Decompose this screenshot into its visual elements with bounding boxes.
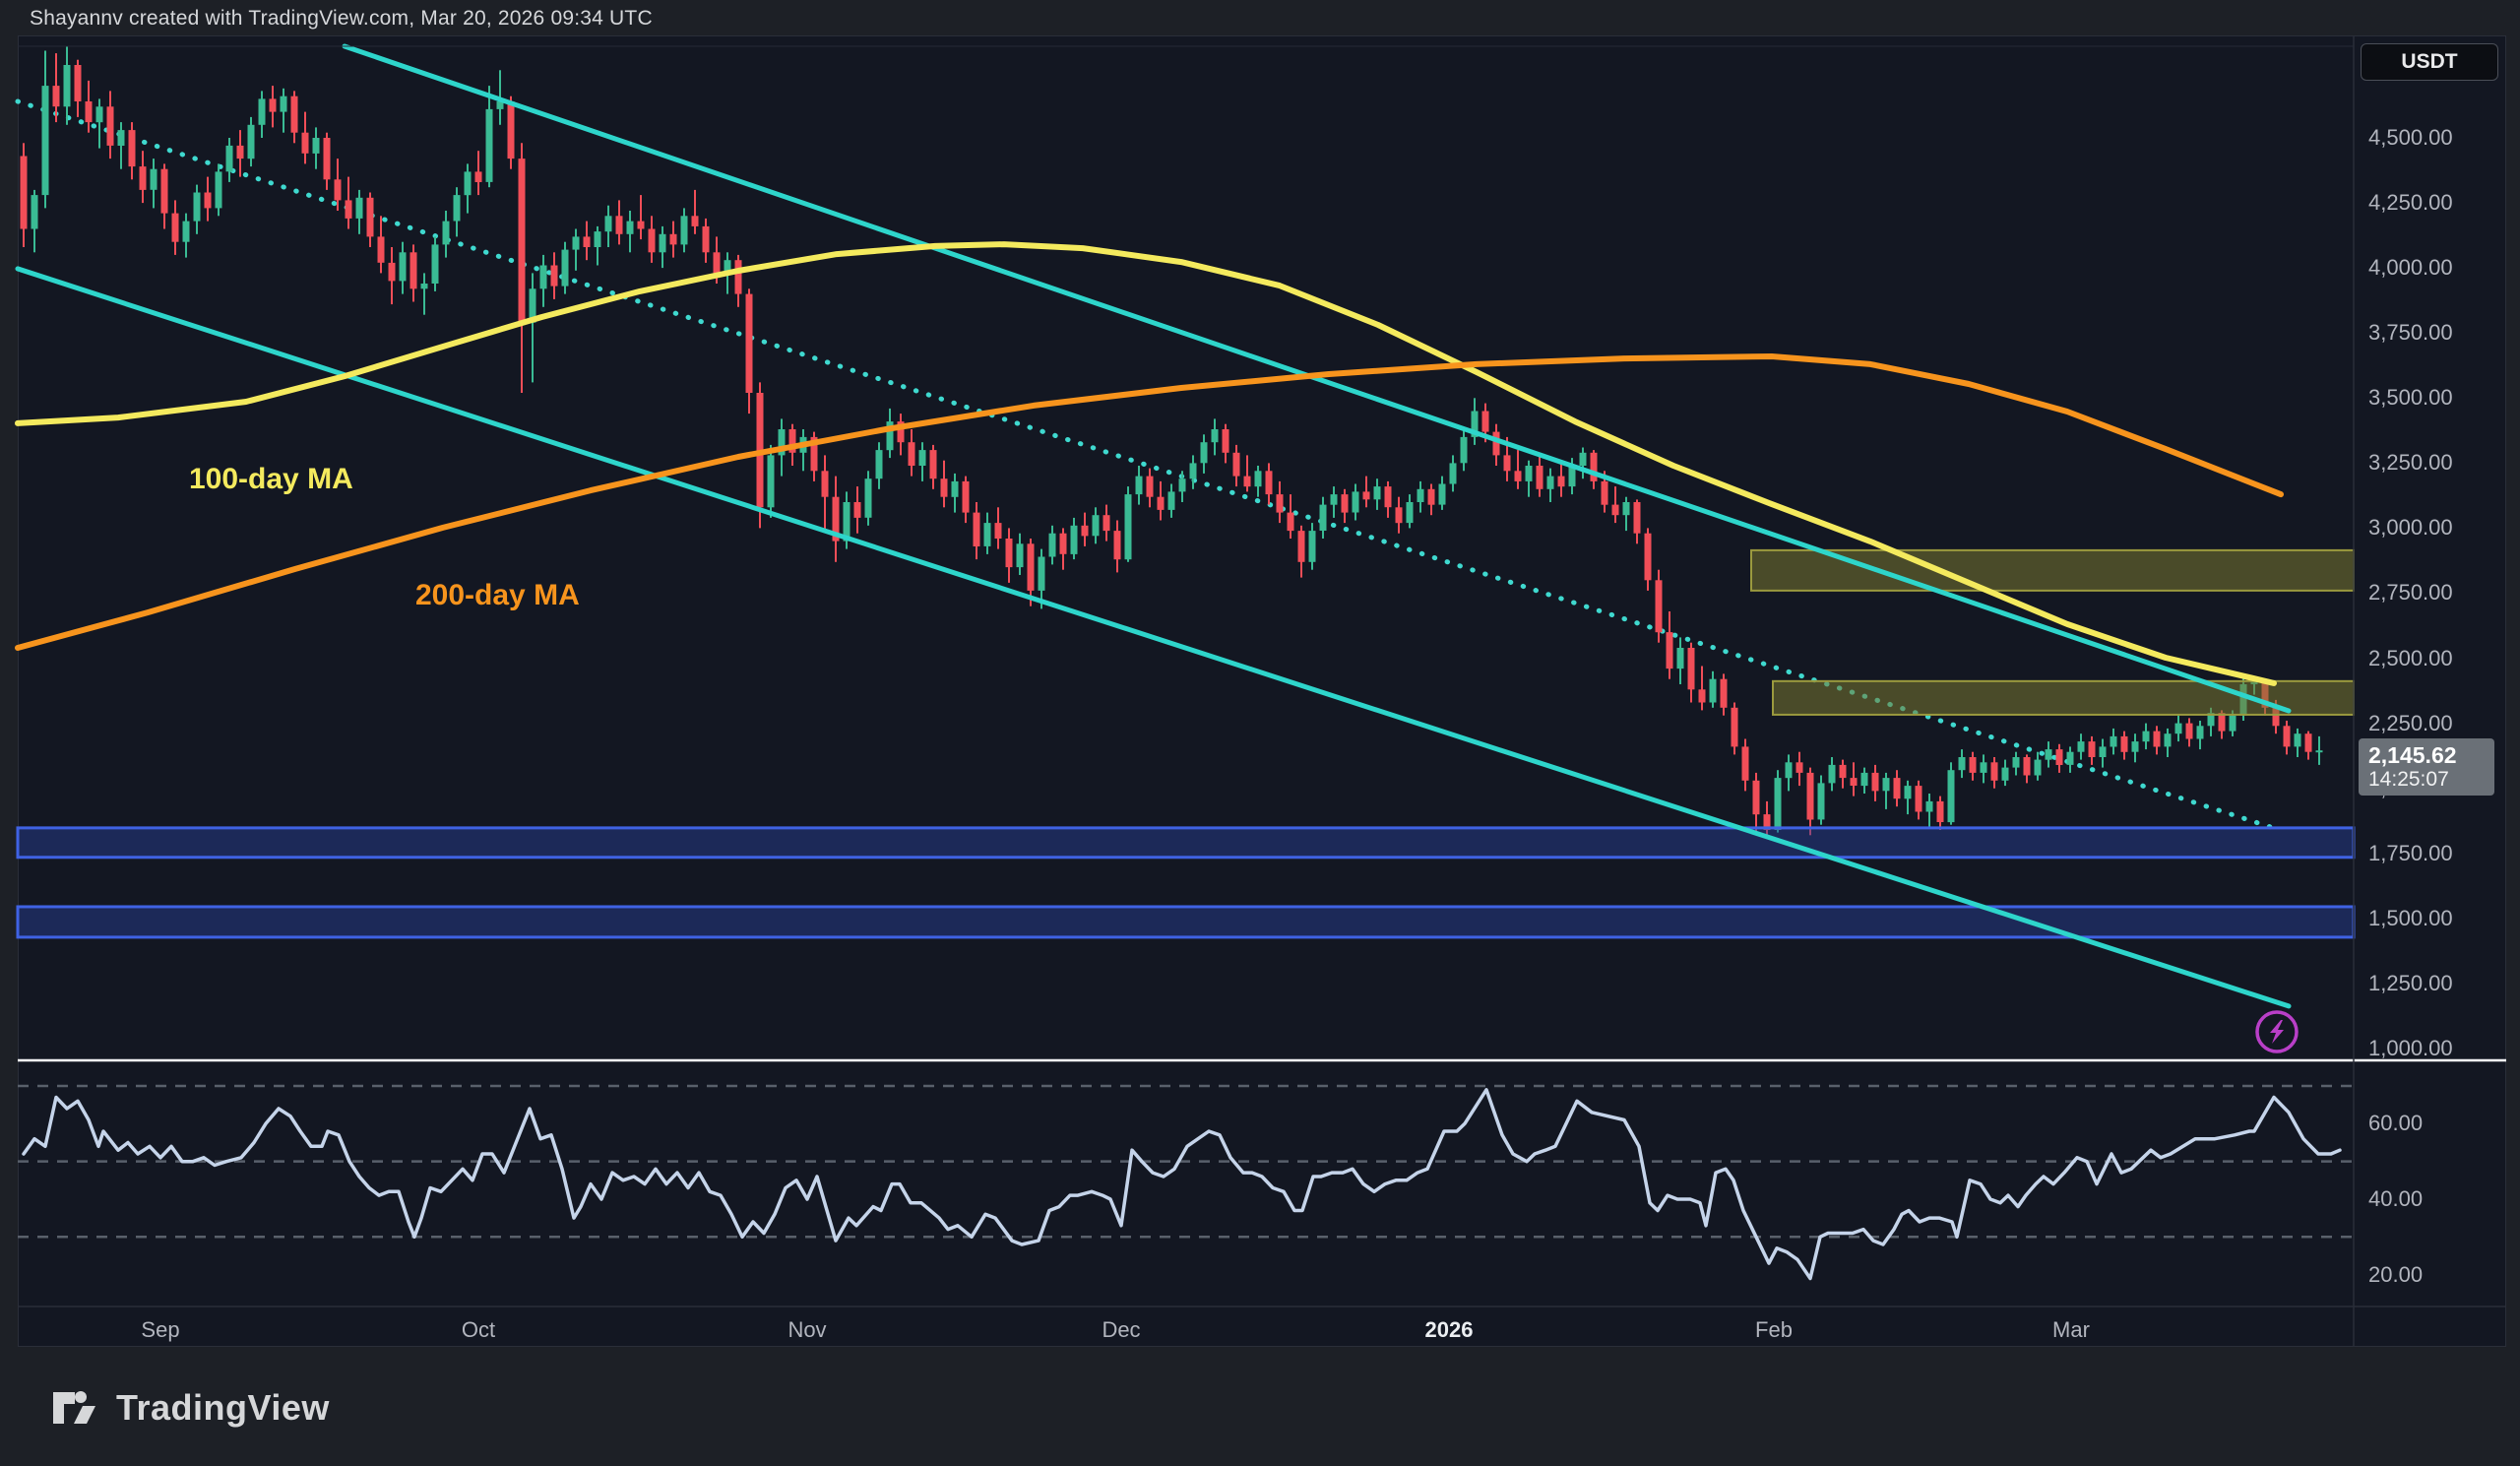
tradingview-logo: TradingView: [51, 1386, 330, 1430]
time-tick-Sep: Sep: [141, 1317, 180, 1342]
time-tick-Dec: Dec: [1102, 1317, 1141, 1342]
price-tick-1250: 1,250.00: [2368, 970, 2453, 995]
attribution-text: Shayannv created with TradingView.com, M…: [30, 7, 653, 30]
resistance-zone[interactable]: [1772, 679, 2355, 716]
currency-badge[interactable]: USDT: [2361, 43, 2498, 81]
time-tick-Oct: Oct: [461, 1317, 496, 1342]
price-tick-3750: 3,750.00: [2368, 320, 2453, 346]
price-tick-1750: 1,750.00: [2368, 840, 2453, 865]
price-tick-3500: 3,500.00: [2368, 385, 2453, 411]
lightning-icon: [2270, 1020, 2284, 1044]
flash-button[interactable]: [2255, 1010, 2299, 1053]
lower_trendline[interactable]: [15, 266, 2292, 1009]
candlestick-series[interactable]: [20, 46, 2323, 838]
price-tick-2500: 2,500.00: [2368, 645, 2453, 670]
price-tick-2750: 2,750.00: [2368, 580, 2453, 606]
price-tick-4000: 4,000.00: [2368, 255, 2453, 281]
ma100-annotation-label: 100-day MA: [189, 463, 353, 495]
ma100-line[interactable]: [15, 241, 2277, 686]
time-tick-2026: 2026: [1424, 1317, 1474, 1342]
tradingview-logo-icon: [53, 1391, 95, 1424]
last-price-value: 2,145.62: [2368, 741, 2457, 768]
time-tick-Feb: Feb: [1755, 1317, 1793, 1342]
last-price-time: 14:25:07: [2368, 768, 2449, 792]
price-tick-3000: 3,000.00: [2368, 515, 2453, 541]
price-tick-3250: 3,250.00: [2368, 450, 2453, 476]
time-tick-Mar: Mar: [2052, 1317, 2090, 1342]
rsi-tick-20: 20.00: [2368, 1261, 2424, 1287]
upper_trendline[interactable]: [342, 43, 2292, 714]
price-tick-2250: 2,250.00: [2368, 710, 2453, 735]
rsi-tick-40: 40.00: [2368, 1185, 2424, 1211]
rsi-tick-60: 60.00: [2368, 1111, 2424, 1136]
support-band[interactable]: [16, 826, 2356, 860]
time-tick-Nov: Nov: [788, 1317, 827, 1342]
last-price-badge: 2,145.62 14:25:07: [2359, 738, 2494, 797]
tradingview-logo-text: TradingView: [116, 1387, 330, 1428]
price-tick-1000: 1,000.00: [2368, 1035, 2453, 1060]
price-tick-4500: 4,500.00: [2368, 125, 2453, 150]
resistance-zone[interactable]: [1750, 548, 2355, 592]
rsi-line[interactable]: [22, 1088, 2342, 1281]
price-tick-4250: 4,250.00: [2368, 190, 2453, 216]
ma200-line[interactable]: [15, 353, 2284, 651]
price-tick-1500: 1,500.00: [2368, 905, 2453, 930]
ma200-annotation-label: 200-day MA: [415, 579, 580, 611]
